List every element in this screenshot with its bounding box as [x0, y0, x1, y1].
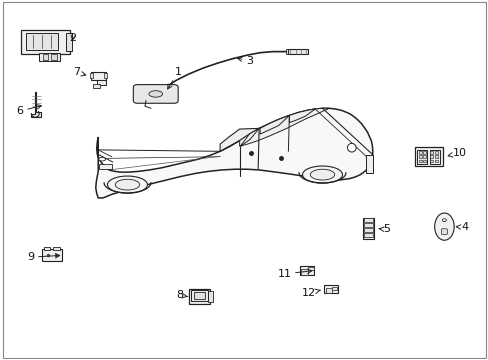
FancyBboxPatch shape: [133, 85, 178, 103]
Text: 6: 6: [17, 105, 41, 116]
FancyBboxPatch shape: [434, 151, 437, 154]
FancyBboxPatch shape: [99, 164, 111, 168]
FancyBboxPatch shape: [51, 54, 57, 60]
FancyBboxPatch shape: [366, 155, 372, 173]
FancyBboxPatch shape: [364, 218, 372, 222]
FancyBboxPatch shape: [26, 33, 58, 50]
FancyBboxPatch shape: [21, 30, 70, 54]
FancyBboxPatch shape: [97, 80, 105, 85]
FancyBboxPatch shape: [189, 289, 209, 304]
FancyBboxPatch shape: [324, 285, 337, 293]
Text: 4: 4: [455, 222, 468, 232]
Text: 8: 8: [176, 291, 187, 301]
FancyBboxPatch shape: [39, 53, 60, 60]
Ellipse shape: [107, 176, 147, 193]
FancyBboxPatch shape: [418, 151, 421, 154]
FancyBboxPatch shape: [429, 159, 432, 162]
Text: 2: 2: [69, 33, 76, 43]
Text: 5: 5: [378, 225, 389, 234]
FancyBboxPatch shape: [194, 292, 204, 299]
Text: 1: 1: [167, 67, 182, 89]
FancyBboxPatch shape: [331, 287, 336, 290]
FancyBboxPatch shape: [422, 151, 425, 154]
FancyBboxPatch shape: [414, 147, 442, 166]
Ellipse shape: [99, 157, 105, 161]
FancyBboxPatch shape: [416, 149, 427, 164]
FancyBboxPatch shape: [92, 84, 100, 88]
FancyBboxPatch shape: [422, 155, 425, 158]
Text: 10: 10: [447, 148, 466, 158]
FancyBboxPatch shape: [429, 151, 432, 154]
Polygon shape: [31, 92, 41, 117]
FancyBboxPatch shape: [42, 54, 48, 60]
FancyBboxPatch shape: [207, 291, 212, 302]
FancyBboxPatch shape: [43, 247, 50, 249]
FancyBboxPatch shape: [288, 49, 307, 54]
FancyBboxPatch shape: [429, 155, 432, 158]
FancyBboxPatch shape: [103, 73, 106, 78]
FancyBboxPatch shape: [90, 73, 93, 78]
FancyBboxPatch shape: [364, 223, 372, 226]
FancyBboxPatch shape: [53, 247, 60, 249]
Polygon shape: [96, 108, 372, 198]
Text: 3: 3: [237, 56, 252, 66]
FancyBboxPatch shape: [364, 228, 372, 231]
FancyBboxPatch shape: [364, 233, 372, 237]
Polygon shape: [240, 129, 259, 146]
FancyBboxPatch shape: [301, 270, 307, 275]
Polygon shape: [239, 108, 329, 146]
Polygon shape: [289, 109, 315, 123]
Ellipse shape: [302, 166, 342, 183]
FancyBboxPatch shape: [41, 249, 62, 261]
FancyBboxPatch shape: [429, 149, 439, 164]
FancyBboxPatch shape: [191, 290, 207, 301]
FancyBboxPatch shape: [307, 267, 313, 270]
Polygon shape: [220, 129, 259, 151]
Ellipse shape: [115, 179, 140, 190]
FancyBboxPatch shape: [434, 159, 437, 162]
FancyBboxPatch shape: [434, 155, 437, 158]
FancyBboxPatch shape: [363, 218, 373, 239]
FancyBboxPatch shape: [418, 159, 421, 162]
Text: 9: 9: [27, 252, 60, 262]
FancyBboxPatch shape: [66, 33, 72, 51]
Text: 7: 7: [73, 67, 85, 77]
Ellipse shape: [149, 91, 162, 97]
Polygon shape: [260, 116, 289, 134]
Ellipse shape: [346, 143, 355, 152]
Text: 12: 12: [301, 288, 320, 298]
FancyBboxPatch shape: [91, 72, 105, 81]
Polygon shape: [434, 213, 453, 240]
FancyBboxPatch shape: [286, 49, 288, 54]
FancyBboxPatch shape: [299, 266, 314, 275]
FancyBboxPatch shape: [422, 159, 425, 162]
Ellipse shape: [310, 169, 334, 180]
Text: 11: 11: [277, 269, 311, 279]
Ellipse shape: [442, 219, 446, 222]
FancyBboxPatch shape: [326, 288, 331, 293]
FancyBboxPatch shape: [418, 155, 421, 158]
FancyBboxPatch shape: [441, 229, 447, 234]
